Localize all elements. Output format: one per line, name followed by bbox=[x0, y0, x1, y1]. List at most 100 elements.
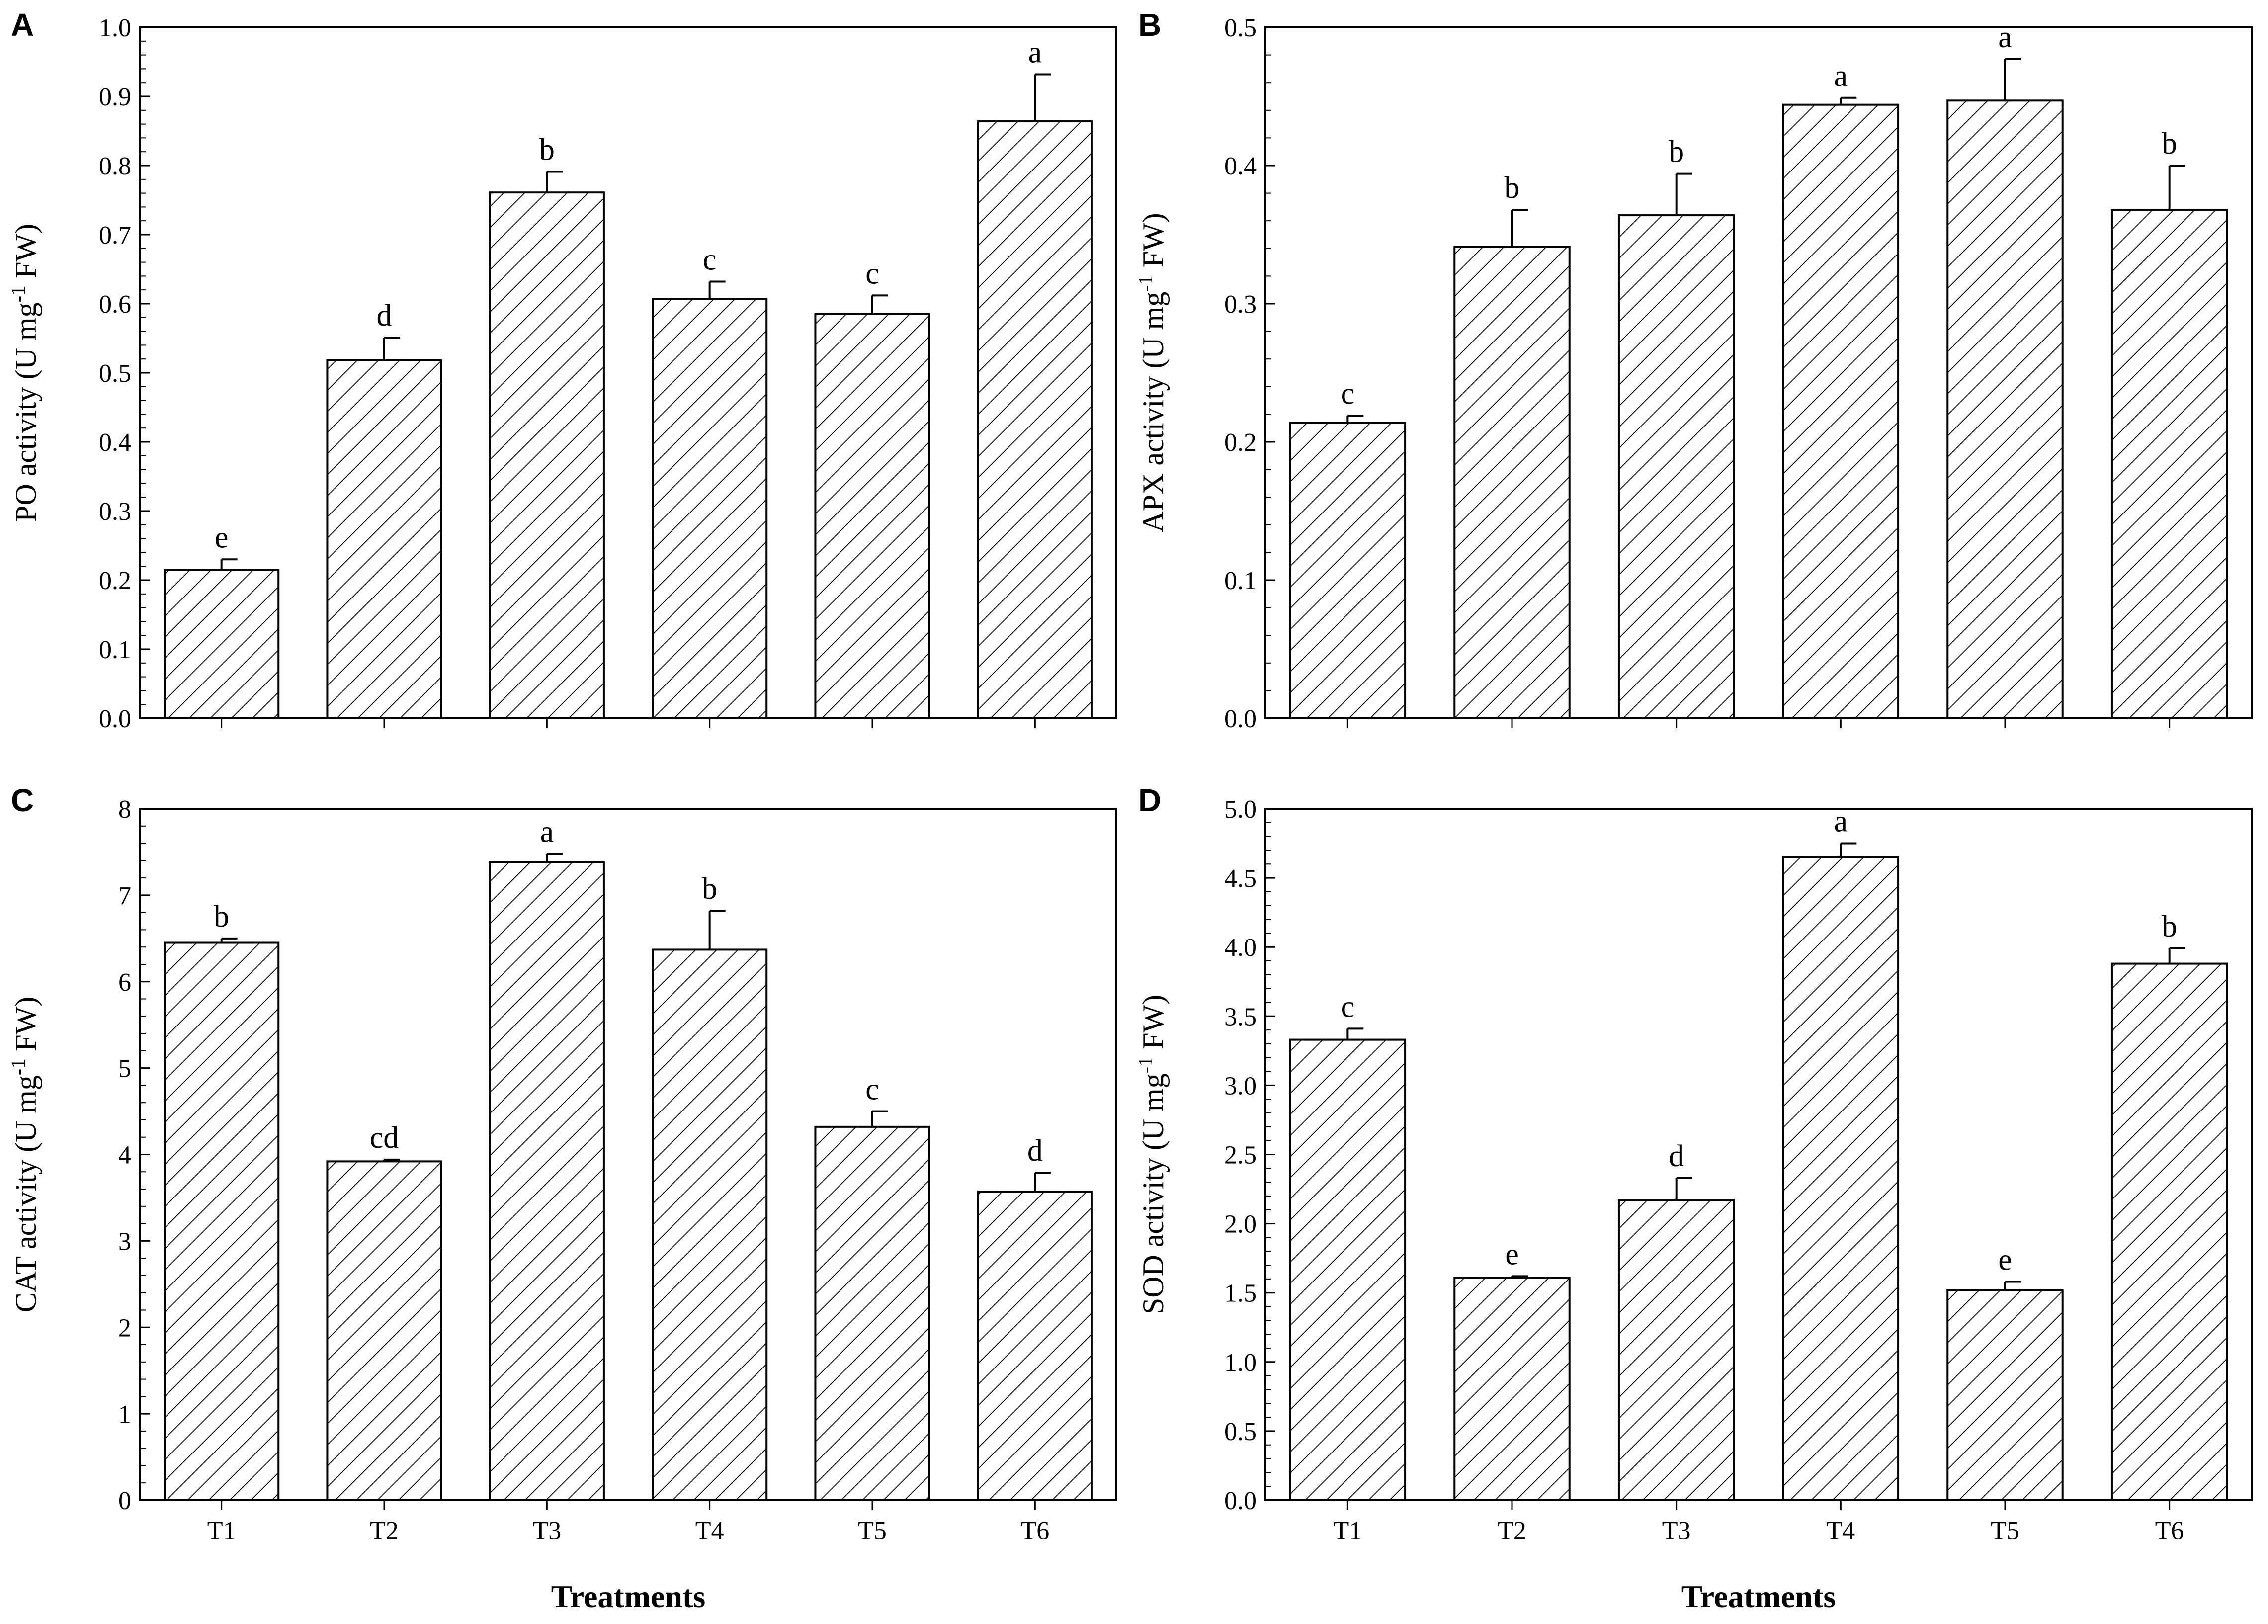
y-axis-title-tail: FW) bbox=[1137, 995, 1170, 1057]
bar-T5 bbox=[814, 1125, 930, 1502]
y-axis-title-superscript: -1 bbox=[1134, 275, 1157, 291]
bar-T4 bbox=[1782, 856, 1900, 1501]
significance-label: b bbox=[1669, 135, 1684, 169]
significance-label: c bbox=[703, 243, 717, 277]
y-tick-label: 0.0 bbox=[1224, 705, 1257, 733]
panel-a: A 0.0 0.1 0.2 0.3 0.4 0.5 0.6 0.7 0.8 0.9 1.0 PO act… bbox=[7, 7, 1117, 733]
bar-T4 bbox=[652, 948, 768, 1501]
y-tick-label: 1.5 bbox=[1224, 1280, 1257, 1308]
y-tick-label: 0.0 bbox=[1224, 1487, 1257, 1515]
significance-label: d bbox=[377, 299, 392, 333]
panel-label: D bbox=[1138, 782, 1161, 818]
plot-frame bbox=[139, 26, 1117, 719]
y-tick-label: 4.5 bbox=[1224, 864, 1257, 893]
x-tick-label: T3 bbox=[1662, 1517, 1691, 1545]
significance-label: b bbox=[539, 133, 555, 167]
bar-T1 bbox=[1289, 422, 1407, 719]
y-axis-title-superscript: -1 bbox=[1134, 1057, 1157, 1073]
bar-T3 bbox=[1617, 214, 1735, 719]
bar-T3 bbox=[489, 191, 605, 720]
y-tick-label: 1.0 bbox=[99, 14, 131, 42]
y-axis-title: APX activity (U mg-1 FW) bbox=[1134, 213, 1170, 532]
y-tick-label: 3.0 bbox=[1224, 1072, 1257, 1100]
bar-T2 bbox=[326, 359, 442, 719]
y-tick-label: 4.0 bbox=[1224, 934, 1257, 962]
plot-frame bbox=[139, 808, 1117, 1501]
x-tick-label: T2 bbox=[1498, 1517, 1526, 1545]
x-tick-label: T2 bbox=[370, 1517, 399, 1545]
y-axis-title: SOD activity (U mg-1 FW) bbox=[1134, 995, 1170, 1314]
y-tick-label: 0.2 bbox=[1224, 428, 1257, 457]
panel-label: C bbox=[11, 782, 34, 818]
bar-T2 bbox=[1453, 246, 1571, 719]
x-tick-label: T4 bbox=[695, 1517, 724, 1545]
y-axis-title-main: SOD activity (U mg bbox=[1137, 1073, 1170, 1314]
y-tick-label: 0.8 bbox=[99, 152, 131, 180]
significance-label: c bbox=[865, 256, 879, 290]
panel-label: A bbox=[11, 7, 34, 43]
y-tick-label: 0.1 bbox=[1224, 567, 1257, 595]
bar-T1 bbox=[1289, 1038, 1407, 1501]
significance-label: d bbox=[1027, 1134, 1043, 1168]
y-tick-label: 2 bbox=[118, 1314, 131, 1342]
bar-T5 bbox=[1946, 99, 2064, 720]
significance-label: b bbox=[1505, 171, 1520, 205]
bar-T4 bbox=[1782, 103, 1900, 719]
y-tick-label: 0.5 bbox=[99, 359, 131, 388]
y-tick-label: 0.4 bbox=[1224, 152, 1257, 180]
bar-T3 bbox=[1617, 1199, 1735, 1501]
significance-label: d bbox=[1669, 1139, 1684, 1173]
y-tick-label: 0.0 bbox=[99, 705, 131, 733]
y-tick-label: 6 bbox=[118, 968, 131, 997]
y-axis-title-main: CAT activity (U mg bbox=[9, 1075, 42, 1312]
significance-label: c bbox=[865, 1073, 879, 1107]
y-tick-label: 0.1 bbox=[99, 636, 131, 664]
y-tick-label: 0.5 bbox=[1224, 1418, 1257, 1446]
significance-label: b bbox=[214, 900, 229, 934]
y-tick-label: 0.3 bbox=[1224, 290, 1257, 319]
x-tick-label: T4 bbox=[1826, 1517, 1855, 1545]
y-axis-title-tail: FW) bbox=[1137, 213, 1170, 275]
bar-T5 bbox=[814, 313, 930, 719]
y-axis-title: CAT activity (U mg-1 FW) bbox=[7, 997, 43, 1313]
y-tick-label: 0.5 bbox=[1224, 14, 1257, 42]
bar-T1 bbox=[164, 569, 280, 720]
significance-label: e bbox=[215, 520, 229, 554]
bar-T6 bbox=[977, 120, 1093, 719]
significance-label: a bbox=[1998, 20, 2012, 54]
significance-label: a bbox=[540, 815, 554, 849]
y-tick-label: 2.0 bbox=[1224, 1210, 1257, 1239]
significance-label: b bbox=[2162, 910, 2177, 943]
significance-label: a bbox=[1834, 805, 1848, 839]
bar-T4 bbox=[652, 298, 768, 719]
plot-frame bbox=[1264, 26, 2253, 719]
x-tick-label: T3 bbox=[532, 1517, 561, 1545]
bar-T6 bbox=[2110, 208, 2228, 719]
x-tick-label: T1 bbox=[1333, 1517, 1362, 1545]
bar-T2 bbox=[1453, 1277, 1571, 1501]
bar-T1 bbox=[164, 941, 280, 1501]
y-axis-title-tail: FW) bbox=[9, 997, 42, 1059]
x-tick-label: T6 bbox=[1020, 1517, 1049, 1545]
significance-label: cd bbox=[370, 1121, 399, 1155]
y-tick-label: 0.9 bbox=[99, 83, 131, 111]
x-tick-label: T1 bbox=[207, 1517, 236, 1545]
y-tick-label: 0.7 bbox=[99, 221, 131, 250]
y-tick-label: 0.6 bbox=[99, 290, 131, 319]
y-axis-title-superscript: -1 bbox=[7, 286, 29, 302]
y-tick-label: 5 bbox=[118, 1055, 131, 1083]
y-tick-label: 0 bbox=[118, 1487, 131, 1515]
y-axis-title-tail: FW) bbox=[9, 224, 42, 286]
y-tick-label: 5.0 bbox=[1224, 795, 1257, 824]
panel-b: B 0.0 0.1 0.2 0.3 0.4 0.5 APX activity (U mg-1 … bbox=[1134, 7, 2253, 733]
x-tick-label: T6 bbox=[2155, 1517, 2184, 1545]
y-tick-label: 1 bbox=[118, 1400, 131, 1429]
y-axis-title-main: PO activity (U mg bbox=[9, 302, 42, 522]
bar-T5 bbox=[1946, 1289, 2064, 1501]
y-tick-label: 1.0 bbox=[1224, 1349, 1257, 1377]
y-axis-title: PO activity (U mg-1 FW) bbox=[7, 224, 43, 522]
y-axis-title-main: APX activity (U mg bbox=[1137, 292, 1170, 533]
y-tick-label: 0.4 bbox=[99, 428, 131, 457]
y-tick-label: 0.3 bbox=[99, 498, 131, 526]
